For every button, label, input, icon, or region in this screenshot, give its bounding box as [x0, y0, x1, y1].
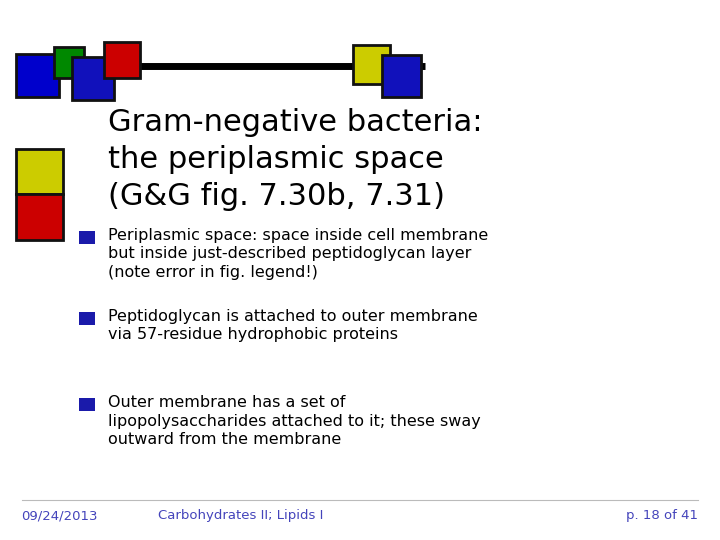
Bar — [72, 57, 114, 100]
Bar — [16, 148, 63, 194]
Bar — [16, 194, 63, 240]
Text: p. 18 of 41: p. 18 of 41 — [626, 509, 698, 522]
Text: Gram-negative bacteria:
the periplasmic space
(G&G fig. 7.30b, 7.31): Gram-negative bacteria: the periplasmic … — [108, 108, 482, 211]
Bar — [353, 45, 390, 84]
Bar — [54, 47, 84, 78]
Bar — [382, 55, 421, 97]
Text: 09/24/2013: 09/24/2013 — [22, 509, 98, 522]
Text: Periplasmic space: space inside cell membrane
but inside just-described peptidog: Periplasmic space: space inside cell mem… — [108, 228, 488, 280]
Text: Outer membrane has a set of
lipopolysaccharides attached to it; these sway
outwa: Outer membrane has a set of lipopolysacc… — [108, 395, 481, 448]
Bar — [79, 312, 95, 325]
Bar — [79, 231, 95, 244]
Bar — [104, 42, 140, 78]
Text: Peptidoglycan is attached to outer membrane
via 57-residue hydrophobic proteins: Peptidoglycan is attached to outer membr… — [108, 309, 478, 342]
Bar — [79, 398, 95, 411]
Bar — [16, 54, 59, 97]
Text: Carbohydrates II; Lipids I: Carbohydrates II; Lipids I — [158, 509, 324, 522]
